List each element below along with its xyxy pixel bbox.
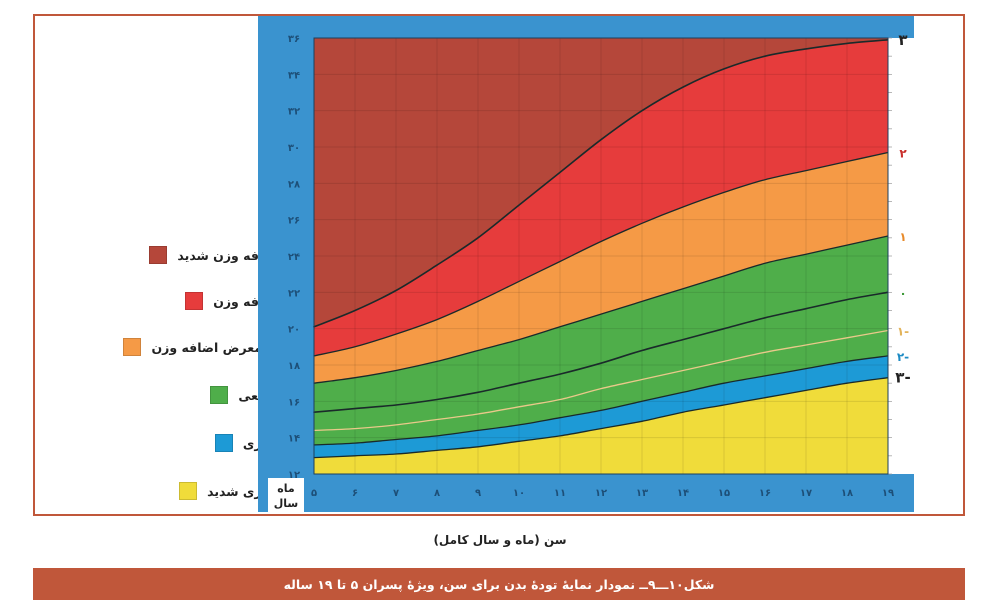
y-tick-label-left: ۱۸ bbox=[288, 361, 300, 372]
curve-z1 bbox=[313, 235, 889, 384]
legend-swatch bbox=[210, 386, 229, 404]
legend-swatch bbox=[149, 246, 168, 264]
curve-z2 bbox=[313, 151, 889, 357]
curve-zminus2 bbox=[313, 355, 889, 446]
x-tick-label: ۱۰ bbox=[513, 488, 525, 499]
x-tick-label: ۷ bbox=[393, 488, 399, 499]
axis-corner-box bbox=[268, 478, 304, 512]
y-tick-label-left: ۱۲ bbox=[288, 470, 300, 481]
band-thin bbox=[314, 355, 888, 458]
x-tick-label: ۹ bbox=[475, 488, 481, 499]
legend-label: در معرض اضافه وزن bbox=[151, 339, 280, 355]
band-overweight bbox=[314, 39, 888, 356]
y-tick-label-left: ۲۸ bbox=[288, 179, 300, 190]
plot-area bbox=[313, 37, 889, 475]
legend-swatch bbox=[179, 482, 198, 500]
z-label: ۲ bbox=[899, 146, 907, 160]
y-tick-label-left: ۳۲ bbox=[288, 107, 300, 118]
x-tick-label: ۱۸ bbox=[841, 488, 853, 499]
legend-swatch bbox=[123, 338, 142, 356]
z-label: ۲- bbox=[897, 350, 909, 364]
band-normal bbox=[314, 236, 888, 445]
legend-item: در معرض اضافه وزن bbox=[123, 336, 280, 358]
y-tick-label-left: ۱۶ bbox=[288, 397, 300, 408]
x-tick-label: ۱۷ bbox=[800, 488, 812, 499]
x-tick-label: ۵ bbox=[311, 488, 317, 499]
curve-zminus1 bbox=[313, 329, 889, 432]
z-label: ۱ bbox=[899, 230, 906, 244]
x-tick-label: ۸ bbox=[434, 488, 440, 499]
plot-border bbox=[313, 37, 889, 475]
axis-corner-label: سال bbox=[274, 497, 299, 510]
x-tick-label: ۱۶ bbox=[759, 488, 771, 499]
axis-corner-label: ماه bbox=[277, 482, 294, 495]
x-tick-label: ۱۹ bbox=[882, 488, 894, 499]
x-tick-label: ۱۲ bbox=[595, 488, 607, 499]
curve-zminus3 bbox=[313, 377, 889, 459]
y-tick-label-left: ۳۴ bbox=[288, 70, 300, 81]
y-tick-label-left: ۳۰ bbox=[288, 143, 300, 154]
x-tick-label: ۱۴ bbox=[677, 488, 689, 499]
y-tick-label-left: ۲۲ bbox=[288, 288, 300, 299]
z-label: ۳- bbox=[895, 369, 910, 387]
x-tick-label: ۱۱ bbox=[554, 488, 566, 499]
bmi-chart: ۳۲۱۰۱-۲-۳-۱۲۱۲۱۴۱۴۱۶۱۶۱۸۱۸۲۰۲۰۲۲۲۲۲۴۲۴۲۶… bbox=[258, 16, 914, 512]
z-score-strip bbox=[888, 38, 914, 474]
y-tick-label-left: ۲۰ bbox=[288, 325, 300, 336]
x-tick-label: ۱۵ bbox=[718, 488, 730, 499]
y-tick-label-left: ۲۴ bbox=[288, 252, 300, 263]
legend-swatch bbox=[185, 292, 204, 310]
legend-swatch bbox=[214, 434, 233, 452]
x-axis-title: سن (ماه و سال کامل) bbox=[433, 533, 567, 547]
z-label: ۰ bbox=[899, 286, 906, 300]
y-tick-label-left: ۱۴ bbox=[288, 434, 300, 445]
y-tick-label-left: ۲۶ bbox=[288, 216, 300, 227]
x-tick-label: ۶ bbox=[352, 488, 358, 499]
curve-z3 bbox=[313, 39, 889, 328]
z-label: ۳ bbox=[898, 31, 907, 49]
x-tick-label: ۱۳ bbox=[636, 488, 648, 499]
legend-item: اضافه وزن شدید bbox=[149, 244, 280, 266]
band-severe-overweight bbox=[314, 38, 888, 327]
curve-z0 bbox=[313, 291, 889, 413]
axes: ۳۲۱۰۱-۲-۳-۱۲۱۲۱۴۱۴۱۶۱۶۱۸۱۸۲۰۲۰۲۲۲۲۲۴۲۴۲۶… bbox=[268, 31, 914, 512]
legend-label: اضافه وزن شدید bbox=[177, 247, 280, 263]
z-label: ۱- bbox=[897, 324, 909, 338]
figure-caption: شکل۱۰ـــ۹ــ نمودار نمایهٔ تودهٔ بدن برای… bbox=[33, 568, 965, 600]
y-tick-label-left: ۳۶ bbox=[288, 34, 300, 45]
band-at-risk-overweight bbox=[314, 152, 888, 384]
